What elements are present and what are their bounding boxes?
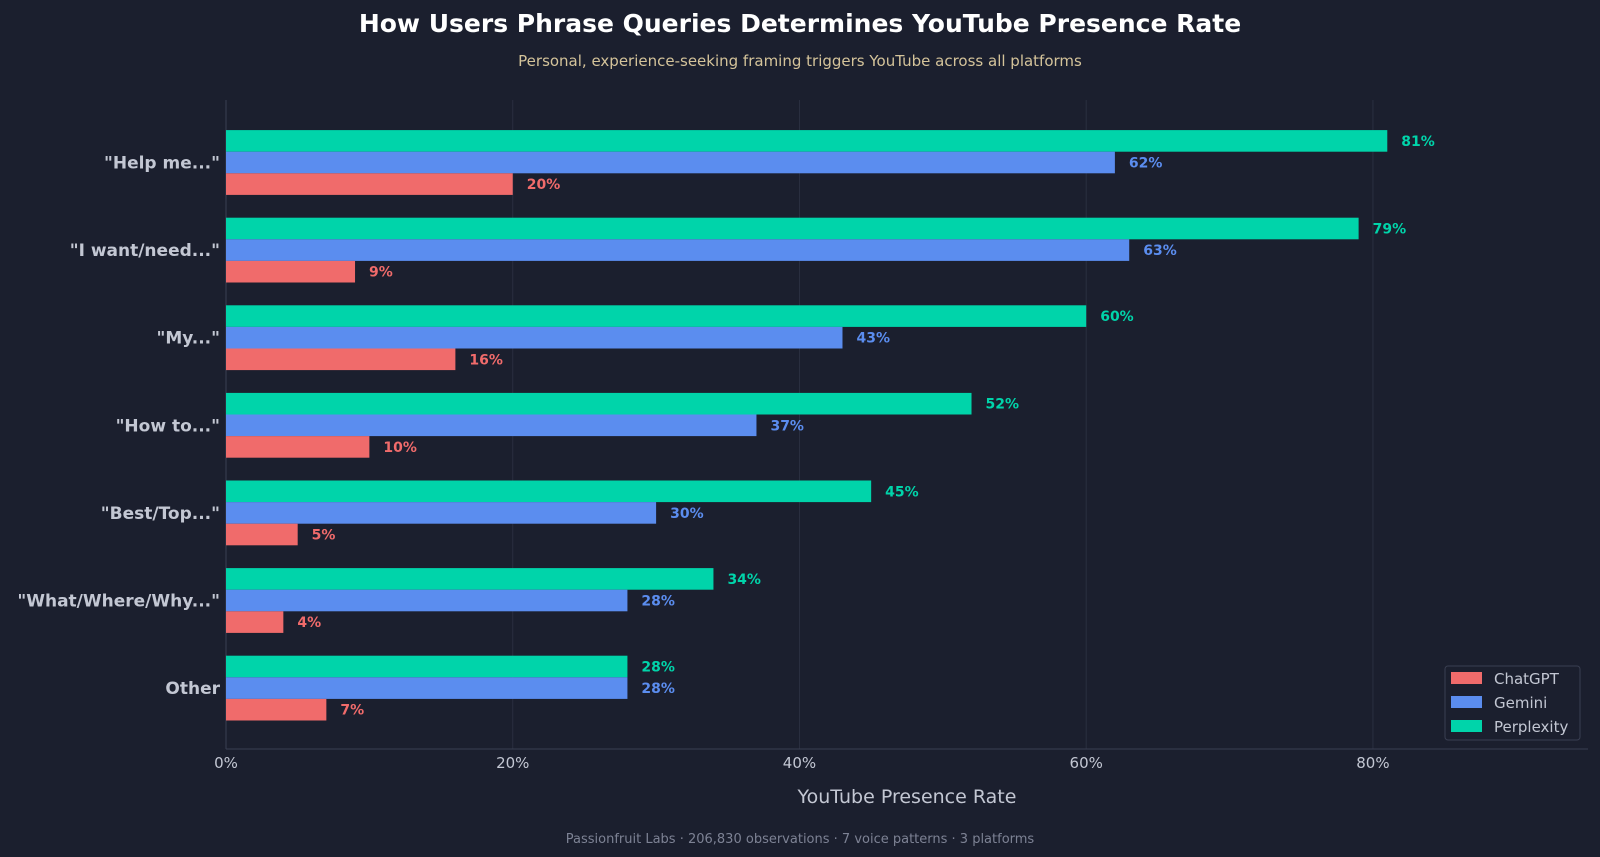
category-label: "Best/Top..." — [101, 504, 220, 524]
legend: ChatGPT Gemini Perplexity — [1444, 665, 1581, 741]
value-label-gemini: 28% — [641, 594, 675, 610]
bar-chatgpt — [226, 173, 513, 195]
legend-label-gemini: Gemini — [1494, 694, 1547, 712]
value-label-chatgpt: 9% — [369, 265, 393, 281]
chart-footer: Passionfruit Labs · 206,830 observations… — [566, 832, 1035, 847]
category-label: "I want/need..." — [70, 241, 220, 261]
value-label-perplexity: 34% — [727, 572, 761, 588]
bar-gemini — [226, 414, 757, 437]
bar-gemini — [226, 326, 843, 349]
value-label-perplexity: 81% — [1401, 134, 1435, 150]
value-label-chatgpt: 4% — [297, 615, 321, 631]
x-tick-label: 40% — [783, 754, 816, 772]
bar-gemini — [226, 239, 1130, 261]
legend-label-perplexity: Perplexity — [1494, 718, 1568, 736]
bar-perplexity — [226, 305, 1087, 327]
bar-chatgpt — [226, 523, 298, 546]
value-label-gemini: 63% — [1143, 243, 1177, 259]
bar-gemini — [226, 677, 628, 699]
value-label-chatgpt: 7% — [340, 703, 364, 719]
bar-perplexity — [226, 130, 1388, 152]
legend-swatch-perplexity — [1451, 720, 1482, 732]
value-label-gemini: 30% — [670, 506, 704, 522]
category-label: "Help me..." — [104, 154, 220, 174]
bar-chatgpt — [226, 611, 284, 633]
value-label-perplexity: 79% — [1373, 222, 1407, 238]
legend-label-chatgpt: ChatGPT — [1494, 670, 1560, 688]
legend-swatch-chatgpt — [1451, 672, 1482, 684]
bar-chatgpt — [226, 348, 456, 371]
value-label-chatgpt: 20% — [527, 177, 561, 193]
bars-layer: 81% 62% 20% 79% 63% 9% 60% 43% 16% 52% 37% 10% 45% 30… — [226, 130, 1435, 721]
chart-subtitle: Personal, experience-seeking framing tri… — [518, 52, 1082, 70]
bar-perplexity — [226, 655, 628, 678]
bar-perplexity — [226, 217, 1359, 240]
bar-perplexity — [226, 480, 872, 503]
category-label: "How to..." — [116, 416, 220, 436]
x-tick-label: 20% — [496, 754, 529, 772]
value-label-perplexity: 52% — [986, 397, 1020, 413]
bar-perplexity — [226, 392, 972, 415]
value-label-gemini: 43% — [856, 331, 890, 347]
category-label: "What/Where/Why..." — [17, 592, 220, 612]
bar-chatgpt — [226, 260, 356, 283]
value-label-chatgpt: 5% — [312, 528, 336, 544]
ticks-layer: 0% 20% 40% 60% 80% "Help me..." "I want/need..… — [17, 154, 1389, 773]
value-label-chatgpt: 10% — [383, 440, 417, 456]
category-label: Other — [165, 679, 220, 699]
bar-perplexity — [226, 568, 714, 590]
value-label-perplexity: 45% — [885, 484, 919, 500]
category-label: "My..." — [156, 329, 220, 349]
value-label-perplexity: 60% — [1100, 309, 1134, 325]
x-tick-label: 0% — [214, 754, 238, 772]
value-label-gemini: 37% — [770, 418, 804, 434]
x-axis-label: YouTube Presence Rate — [797, 786, 1017, 808]
bar-gemini — [226, 589, 628, 612]
bar-chatgpt — [226, 698, 327, 721]
bar-gemini — [226, 151, 1115, 174]
bar-gemini — [226, 502, 657, 524]
value-label-gemini: 28% — [641, 681, 675, 697]
bar-chatgpt — [226, 436, 370, 458]
x-tick-label: 80% — [1356, 754, 1389, 772]
legend-swatch-gemini — [1451, 696, 1482, 708]
value-label-gemini: 62% — [1129, 156, 1163, 172]
chart-title: How Users Phrase Queries Determines YouT… — [359, 9, 1241, 38]
value-label-chatgpt: 16% — [469, 352, 503, 368]
value-label-perplexity: 28% — [641, 660, 675, 676]
x-tick-label: 60% — [1070, 754, 1103, 772]
